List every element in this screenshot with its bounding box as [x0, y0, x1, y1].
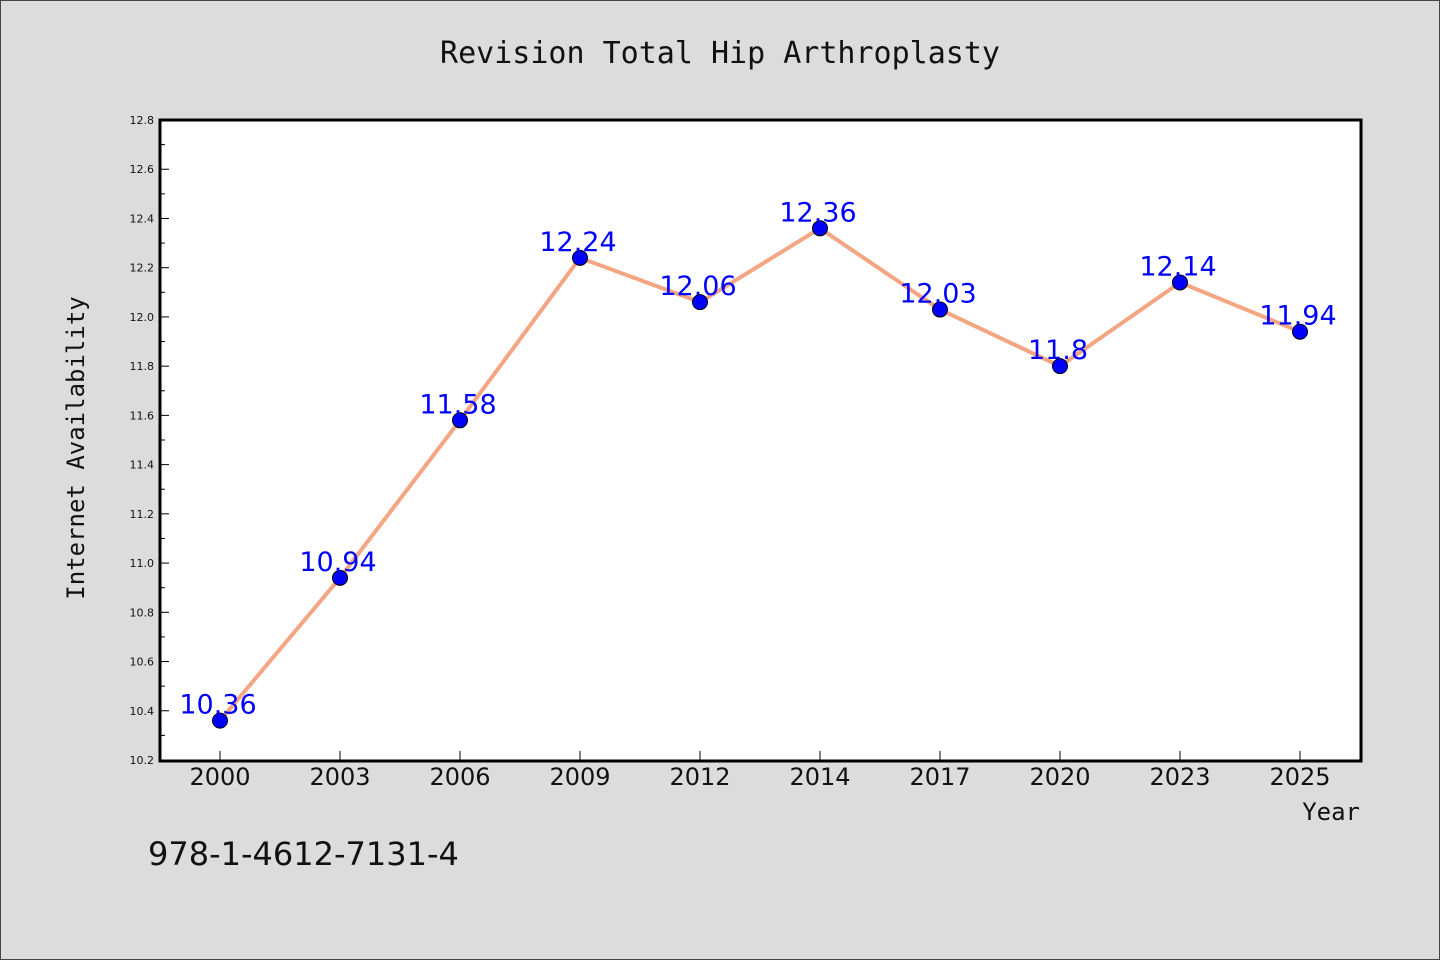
data-label: 11.94	[1259, 301, 1336, 332]
y-tick-label: 10.6	[130, 656, 155, 669]
plot-border	[158, 118, 1363, 763]
data-label: 12.03	[899, 279, 976, 310]
x-tick-label: 2025	[1269, 763, 1330, 791]
data-point-marker	[812, 220, 828, 237]
y-tick-label: 12.8	[130, 114, 155, 127]
chart-title: Revision Total Hip Arthroplasty	[440, 36, 1000, 71]
axis-ticks: 10.2 10.4 10.6 10.8 11.0 11.2 11.4 11.6 11.8 12.0…	[130, 114, 1331, 791]
data-point-marker	[1292, 323, 1308, 340]
x-tick-label: 2009	[549, 763, 610, 791]
data-label: 10.36	[179, 690, 256, 721]
y-tick-label: 12.2	[130, 262, 155, 275]
y-tick-label: 12.4	[130, 212, 155, 225]
x-tick-label: 2003	[309, 763, 370, 791]
data-label: 11.8	[1028, 335, 1088, 366]
series-line	[218, 226, 1302, 723]
y-tick-label: 10.8	[130, 606, 155, 619]
y-tick-label: 11.2	[130, 508, 155, 521]
x-axis-label: Year	[1302, 798, 1360, 826]
x-tick-label: 2012	[669, 763, 730, 791]
x-tick-label: 2006	[429, 763, 490, 791]
footnote-isbn: 978-1-4612-7131-4	[148, 835, 459, 873]
y-tick-label: 11.4	[130, 459, 155, 472]
data-point-marker	[932, 301, 948, 318]
x-tick-label: 2020	[1029, 763, 1090, 791]
data-point-marker	[572, 249, 588, 266]
data-point-marker	[452, 412, 468, 429]
y-tick-label: 11.0	[130, 557, 155, 570]
y-tick-label: 12.0	[130, 311, 155, 324]
data-label: 11.58	[419, 389, 496, 420]
data-label: 10.94	[299, 547, 376, 578]
data-point-marker	[1172, 274, 1188, 291]
data-point-marker	[1052, 358, 1068, 375]
data-point-marker	[332, 569, 348, 586]
data-label: 12.24	[539, 227, 616, 258]
data-labels: 10.36 10.94 11.58 12.24 12.06 12.36 12.03 11.8 1…	[179, 197, 1336, 720]
y-axis-label: Internet Availability	[62, 296, 90, 599]
data-label: 12.36	[779, 197, 856, 228]
plot-area	[160, 120, 1361, 761]
y-tick-label: 12.6	[130, 163, 155, 176]
x-tick-label: 2023	[1149, 763, 1210, 791]
data-point-marker	[692, 294, 708, 311]
data-label: 12.14	[1139, 251, 1216, 282]
series-layer	[212, 220, 1308, 729]
y-tick-label: 10.2	[130, 754, 155, 767]
y-tick-label: 10.4	[130, 705, 155, 718]
x-tick-label: 2014	[789, 763, 850, 791]
y-tick-label: 11.6	[130, 409, 155, 422]
y-tick-label: 11.8	[130, 360, 155, 373]
data-label: 12.06	[659, 271, 736, 302]
x-tick-label: 2000	[189, 763, 250, 791]
x-tick-label: 2017	[909, 763, 970, 791]
data-point-marker	[212, 712, 228, 729]
